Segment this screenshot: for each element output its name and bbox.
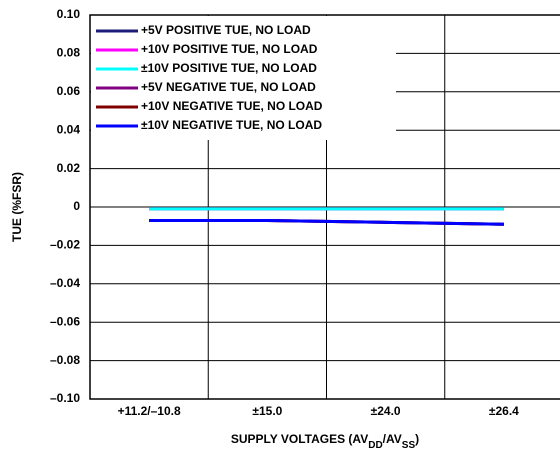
x-axis-label-part: /AV (383, 432, 402, 446)
legend-background (91, 16, 396, 140)
y-tick-label: –0.04 (50, 276, 80, 290)
legend-label: +10V POSITIVE TUE, NO LOAD (141, 42, 318, 56)
y-tick-label: 0 (73, 199, 80, 213)
x-axis-label-part: SS (402, 440, 416, 451)
x-tick-label: ±24.0 (371, 404, 401, 418)
legend-label: ±10V NEGATIVE TUE, NO LOAD (141, 118, 322, 132)
plot-frame (89, 14, 560, 400)
y-tick-label: 0.08 (57, 46, 81, 60)
y-tick-label: –0.02 (50, 238, 80, 252)
x-tick-label: ±26.4 (489, 404, 519, 418)
legend-label: ±10V POSITIVE TUE, NO LOAD (141, 61, 317, 75)
y-tick-label: 0.02 (57, 161, 81, 175)
y-tick-label: –0.10 (50, 391, 80, 405)
y-tick-label: 0.10 (57, 7, 81, 21)
y-tick-label: 0.06 (57, 84, 81, 98)
legend-label: +5V NEGATIVE TUE, NO LOAD (141, 80, 316, 94)
legend-label: +5V POSITIVE TUE, NO LOAD (141, 23, 311, 37)
y-tick-label: –0.08 (50, 353, 80, 367)
x-axis-label-part: DD (368, 440, 382, 451)
x-axis-label-part: ) (415, 432, 419, 446)
x-axis-label-part: SUPPLY VOLTAGES (AV (231, 432, 368, 446)
legend-label: +10V NEGATIVE TUE, NO LOAD (141, 99, 323, 113)
x-tick-label: ±15.0 (252, 404, 282, 418)
series-line (149, 218, 504, 226)
y-tick-label: 0.04 (57, 122, 81, 136)
x-axis-label: SUPPLY VOLTAGES (AVDD/AVSS) (231, 432, 419, 451)
y-axis-label: TUE (%FSR) (10, 172, 24, 242)
x-tick-label: +11.2/–10.8 (118, 404, 181, 418)
y-tick-label: –0.06 (50, 314, 80, 328)
